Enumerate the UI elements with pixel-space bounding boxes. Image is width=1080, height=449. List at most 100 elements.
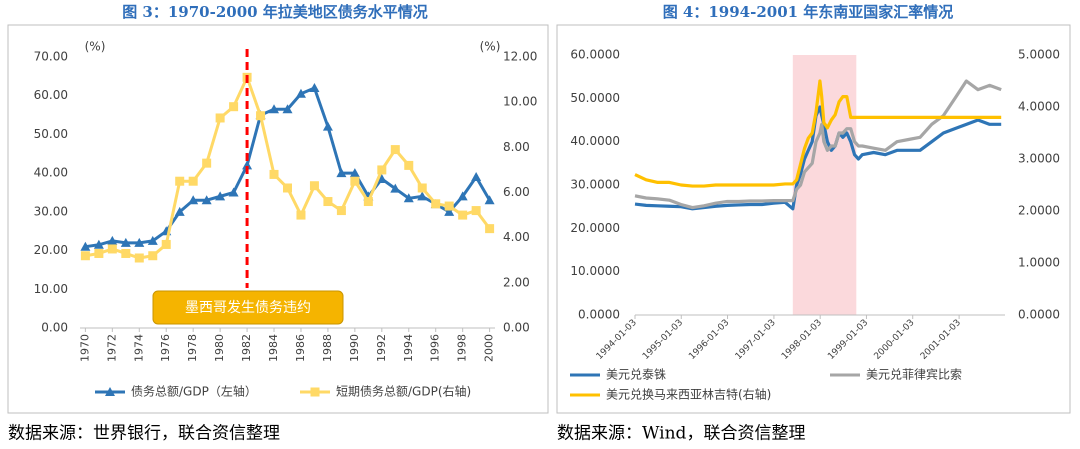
y-tick-label: 8.00 [503,140,530,154]
chart-title: 图 4：1994-2001 年东南亚国家汇率情况 [663,3,954,21]
point [107,235,118,245]
legend-label: 债务总额/GDP（左轴） [131,384,257,399]
y-unit: (%) [85,40,106,54]
y-tick-label: 1.0000 [1018,256,1060,270]
point [134,253,144,263]
point [350,176,360,186]
point [349,168,360,178]
y-tick-label: 5.0000 [1018,48,1060,62]
point [457,191,468,201]
point [107,244,117,254]
point [120,237,131,247]
point [94,248,104,258]
point [256,111,266,121]
x-tick-label: 1986 [294,334,307,362]
point [404,160,414,170]
point [201,195,212,205]
source: 数据来源：世界银行，联合资信整理 [8,424,280,444]
point [336,168,347,178]
y-tick-label: 40.00 [34,166,68,180]
point [134,237,145,247]
legend-label: 美元兑换马来西亚林吉特(右轴) [606,387,771,402]
point [458,210,468,220]
chart-title: 图 3：1970-2000 年拉美地区债务水平情况 [122,3,428,21]
series-line [634,79,1002,188]
y-tick-label: 60.0000 [570,48,620,62]
annotation-box [152,290,344,325]
point [390,183,401,193]
legend-label: 美元兑菲律宾比索 [866,367,962,382]
highlight-range [792,55,857,315]
point [295,88,306,98]
x-tick-label: 1972 [105,334,118,362]
x-tick-label: 1980 [213,334,226,362]
point [444,201,454,211]
point [309,181,319,191]
source: 数据来源：Wind，联合资信整理 [557,424,805,444]
point [336,206,346,216]
point [269,104,280,114]
point [390,145,400,155]
point [202,158,212,168]
point [188,195,199,205]
point [363,197,373,207]
point [403,193,414,203]
y-tick-label: 20.0000 [570,221,620,235]
x-tick-label: 1990 [348,334,361,362]
legend-marker [310,387,320,397]
y-tick-label: 10.0000 [570,264,620,278]
y-tick-label: 6.00 [503,185,530,199]
legend-marker [105,387,115,396]
y-tick-label: 0.00 [503,321,530,335]
point [417,183,427,193]
point [485,224,495,234]
y-tick-label: 4.0000 [1018,100,1060,114]
y-tick-label: 20.00 [34,243,68,257]
x-tick-label: 1994 [402,334,415,362]
y-tick-label: 2.00 [503,275,530,289]
y2-unit: (%) [480,40,501,54]
point [174,206,185,216]
point [377,165,387,175]
point [417,191,428,201]
point [323,197,333,207]
point [229,102,239,112]
x-tick-label: 1984 [267,334,280,362]
point [242,160,253,170]
x-tick-label: 1988 [321,334,334,362]
y-tick-label: 10.00 [503,95,537,109]
y-tick-label: 30.0000 [570,178,620,192]
point [80,251,90,261]
panel-border [7,24,549,414]
x-tick-label: 2000 [483,334,496,362]
x-tick-label: 1982 [240,334,253,362]
point [431,199,441,209]
point [269,169,279,179]
legend-label: 美元兑泰铢 [606,367,666,382]
y-tick-label: 0.0000 [578,308,620,322]
point [309,82,320,92]
point [188,176,198,186]
y-tick-label: 30.00 [34,204,68,218]
x-tick-label: 1978 [186,334,199,362]
y-tick-label: 0.0000 [1018,308,1060,322]
series-line [634,79,1002,210]
x-tick-label: 1970 [78,334,91,362]
point [161,239,171,249]
legend-label: 短期债务总额/GDP(右轴) [336,384,471,399]
y-tick-label: 50.00 [34,127,68,141]
point [80,241,91,251]
y-tick-label: 60.00 [34,88,68,102]
point [471,172,482,182]
point [322,121,333,131]
point [228,187,239,197]
point [471,206,481,216]
y-tick-label: 70.00 [34,50,68,64]
y-tick-label: 50.0000 [570,91,620,105]
y-tick-label: 2.0000 [1018,204,1060,218]
point [147,235,158,245]
point [444,206,455,216]
x-tick-label: 1976 [159,334,172,362]
y-tick-label: 4.00 [503,230,530,244]
